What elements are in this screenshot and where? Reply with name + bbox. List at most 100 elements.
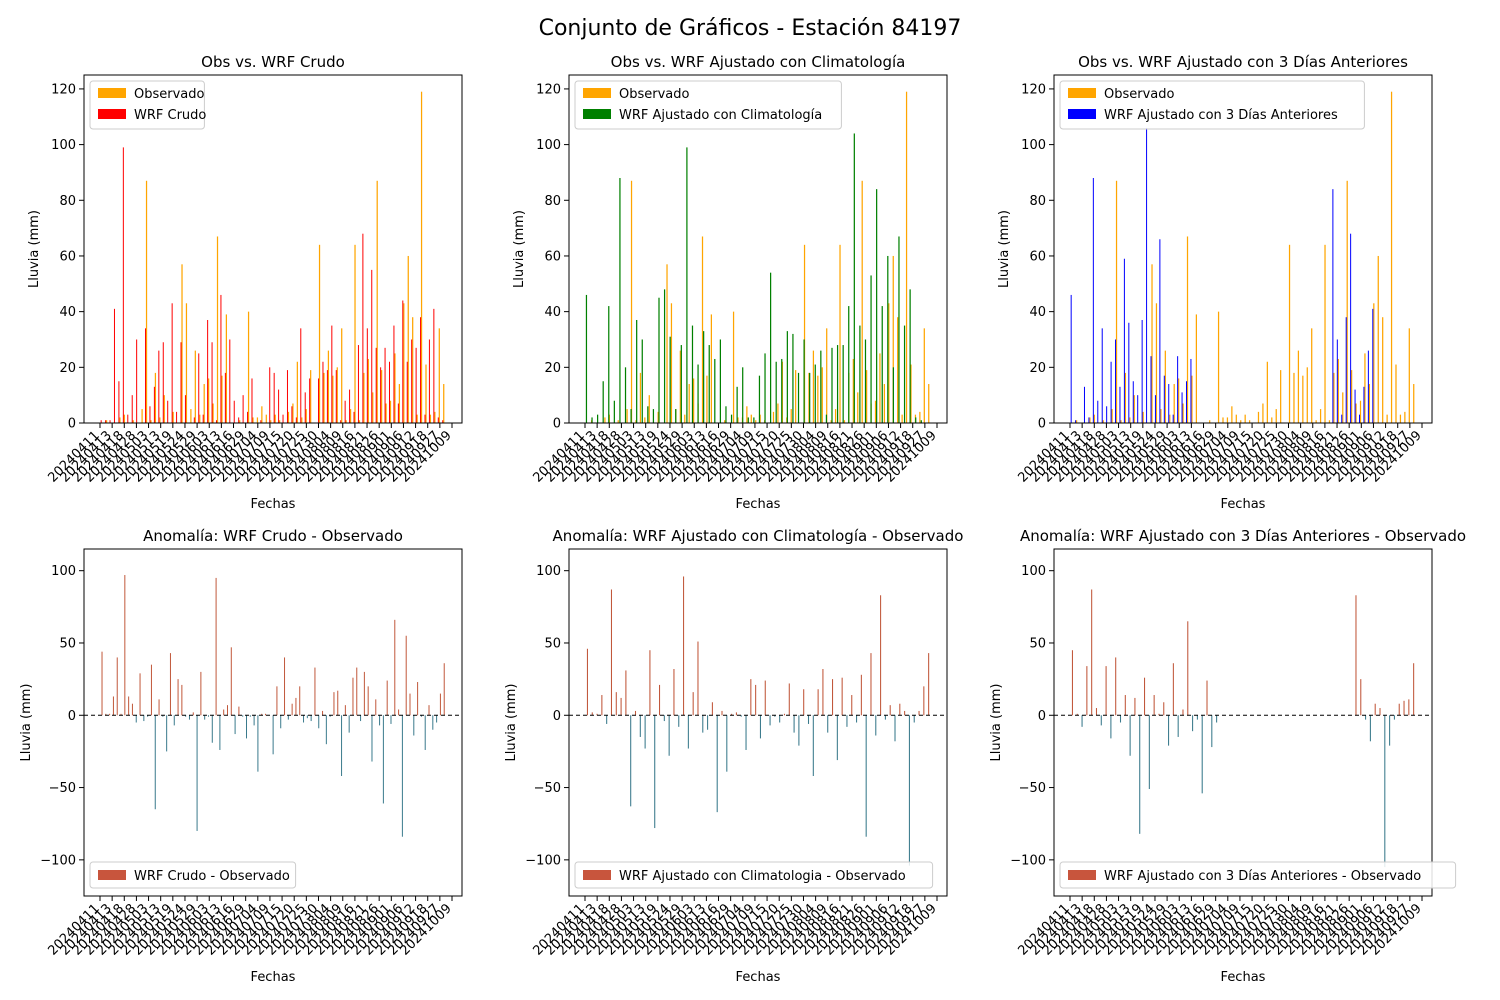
bar-wrf [675, 409, 677, 423]
bar-wrf [335, 370, 337, 423]
legend-label: WRF Crudo - Observado [134, 869, 290, 884]
bar-wrf [1345, 317, 1347, 423]
bars-group [1071, 589, 1415, 868]
bar-anomaly [894, 715, 896, 742]
bar-wrf [697, 364, 699, 423]
y-tick-label: 100 [1021, 564, 1046, 579]
bar-anomaly [379, 715, 381, 726]
bar-anomaly [702, 715, 704, 733]
bar-observado [635, 420, 637, 423]
bar-wrf [127, 414, 129, 423]
bar-observado [1209, 420, 1211, 423]
bar-anomaly [779, 715, 781, 723]
bar-wrf [411, 339, 413, 423]
bar-observado [1328, 420, 1331, 423]
legend-label: WRF Ajustado con 3 Días Anteriores - Obs… [1104, 869, 1421, 884]
x-axis-label: Fechas [251, 497, 296, 512]
bar-anomaly [904, 710, 906, 716]
bar-wrf [1341, 414, 1343, 423]
bar-wrf [1092, 178, 1094, 423]
bar-anomaly [817, 689, 819, 716]
bar-wrf [1159, 239, 1161, 423]
bar-anomaly [860, 674, 862, 716]
bar-anomaly [654, 715, 656, 829]
y-tick-label: 0 [68, 709, 76, 724]
bar-anomaly [1134, 697, 1136, 716]
axes-frame [568, 74, 948, 424]
bar-wrf [1128, 322, 1130, 423]
bar-anomaly [280, 715, 282, 729]
bar-wrf [247, 411, 249, 423]
bar-wrf [198, 353, 200, 423]
bar-wrf [260, 420, 262, 423]
bar-anomaly [918, 710, 920, 716]
bar-wrf [282, 414, 284, 423]
y-tick-label: 50 [59, 636, 76, 651]
bar-wrf [242, 395, 244, 423]
bar-anomaly [1168, 715, 1170, 746]
bar-observado [318, 244, 321, 423]
bar-anomaly [1398, 703, 1400, 716]
bar-observado [389, 400, 392, 423]
y-tick-label: −100 [525, 853, 561, 868]
bar-wrf [269, 367, 271, 423]
bar-anomaly [439, 693, 441, 716]
bar-anomaly [630, 715, 632, 807]
bar-wrf [1168, 384, 1170, 423]
bar-anomaly [788, 683, 790, 716]
bar-observado [817, 375, 819, 423]
bar-anomaly [586, 648, 588, 716]
bar-wrf [825, 414, 828, 423]
y-tick-label: 50 [544, 636, 561, 651]
bar-observado [407, 255, 409, 423]
bar-wrf [853, 133, 855, 424]
bar-wrf [915, 417, 917, 423]
bar-anomaly [196, 715, 198, 831]
bar-anomaly [889, 705, 891, 716]
bar-anomaly [257, 715, 259, 772]
bar-observado [1266, 361, 1268, 423]
bar-anomaly [1144, 677, 1146, 716]
bar-observado [617, 420, 619, 423]
bar-observado [1178, 378, 1180, 423]
bar-wrf [273, 372, 275, 423]
bar-observado [1115, 180, 1118, 423]
bar-anomaly [870, 653, 872, 716]
bars-group [585, 91, 930, 424]
bar-wrf [362, 233, 364, 423]
bar-anomaly [230, 647, 232, 716]
bar-wrf [100, 420, 102, 423]
bar-anomaly [158, 699, 160, 716]
bar-observado [1359, 400, 1362, 423]
bar-observado [1351, 370, 1353, 423]
bar-observado [1129, 417, 1131, 423]
bar-anomaly [185, 715, 187, 717]
bar-anomaly [1192, 715, 1194, 732]
bar-anomaly [692, 692, 694, 716]
bar-anomaly [1379, 708, 1381, 716]
bar-observado [688, 384, 690, 423]
bar-wrf [180, 342, 182, 423]
bar-wrf [176, 411, 178, 423]
legend-swatch [98, 109, 126, 119]
bar-wrf [202, 414, 204, 423]
bar-wrf [769, 272, 772, 423]
bar-anomaly [836, 715, 838, 761]
bar-wrf [920, 420, 922, 423]
bar-anomaly [299, 686, 301, 716]
bar-wrf [193, 417, 195, 423]
bar-anomaly [913, 715, 915, 723]
bar-observado [1173, 384, 1175, 423]
bar-observado [1195, 314, 1197, 423]
bar-anomaly [832, 679, 834, 716]
bar-observado [1226, 417, 1229, 423]
y-tick-label: −100 [1010, 853, 1046, 868]
bar-wrf [1358, 414, 1360, 423]
bar-observado [381, 370, 383, 423]
legend-label: Observado [134, 87, 205, 102]
bar-wrf [300, 328, 302, 423]
x-axis-label: Fechas [1221, 970, 1266, 985]
bar-anomaly [226, 705, 228, 716]
bar-wrf [792, 333, 794, 423]
y-tick-label: 80 [1029, 194, 1046, 209]
